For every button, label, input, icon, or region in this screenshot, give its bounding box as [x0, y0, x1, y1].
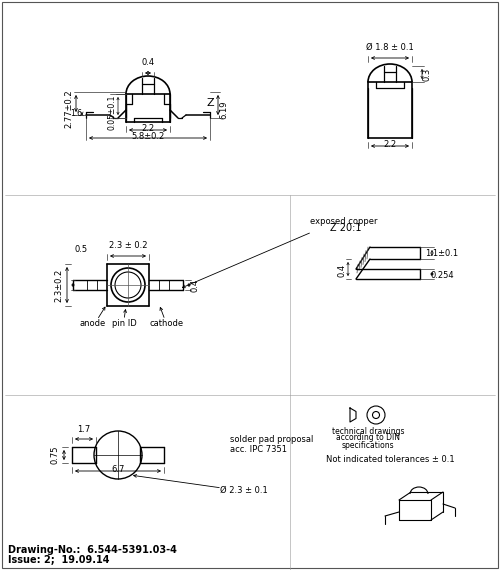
- Text: cathode: cathode: [150, 320, 184, 328]
- Text: 1.7: 1.7: [78, 425, 90, 434]
- Text: 6.7: 6.7: [112, 465, 124, 474]
- Text: Issue: 2;  19.09.14: Issue: 2; 19.09.14: [8, 555, 110, 565]
- Text: solder pad proposal: solder pad proposal: [230, 435, 314, 445]
- Text: Ø 2.3 ± 0.1: Ø 2.3 ± 0.1: [220, 486, 268, 495]
- Text: 5.8±0.2: 5.8±0.2: [132, 132, 164, 141]
- Text: 1.6: 1.6: [70, 108, 82, 117]
- Text: 0.05±0.1: 0.05±0.1: [108, 94, 116, 130]
- Text: Z 20:1: Z 20:1: [330, 223, 362, 233]
- Text: technical drawings: technical drawings: [332, 426, 404, 435]
- Text: acc. IPC 7351: acc. IPC 7351: [230, 446, 287, 454]
- Text: 2.77±0.2: 2.77±0.2: [64, 89, 74, 128]
- Text: Ø 1.8 ± 0.1: Ø 1.8 ± 0.1: [366, 43, 414, 52]
- Text: 0.4: 0.4: [142, 58, 154, 67]
- Text: 6.19: 6.19: [220, 101, 228, 119]
- Text: 0.4: 0.4: [190, 278, 200, 292]
- Text: exposed copper: exposed copper: [310, 218, 378, 226]
- Text: 0.5: 0.5: [74, 246, 88, 254]
- Text: pin ID: pin ID: [112, 320, 136, 328]
- Text: 0.75: 0.75: [51, 446, 60, 464]
- Text: 2.3±0.2: 2.3±0.2: [54, 268, 63, 302]
- Text: 2.2: 2.2: [142, 124, 154, 133]
- Text: Z: Z: [206, 98, 214, 108]
- Text: specifications: specifications: [342, 441, 394, 450]
- Text: Not indicated tolerances ± 0.1: Not indicated tolerances ± 0.1: [326, 455, 454, 465]
- Text: 0.3: 0.3: [422, 67, 432, 80]
- Text: according to DIN: according to DIN: [336, 434, 400, 442]
- Text: 2.2: 2.2: [384, 140, 396, 149]
- Text: 1.1±0.1: 1.1±0.1: [426, 249, 458, 258]
- Text: 0.254: 0.254: [430, 271, 454, 280]
- Text: 0.4: 0.4: [338, 263, 346, 276]
- Text: Drawing-No.:  6.544-5391.03-4: Drawing-No.: 6.544-5391.03-4: [8, 545, 177, 555]
- Text: anode: anode: [80, 320, 106, 328]
- Text: 2.3 ± 0.2: 2.3 ± 0.2: [109, 241, 147, 250]
